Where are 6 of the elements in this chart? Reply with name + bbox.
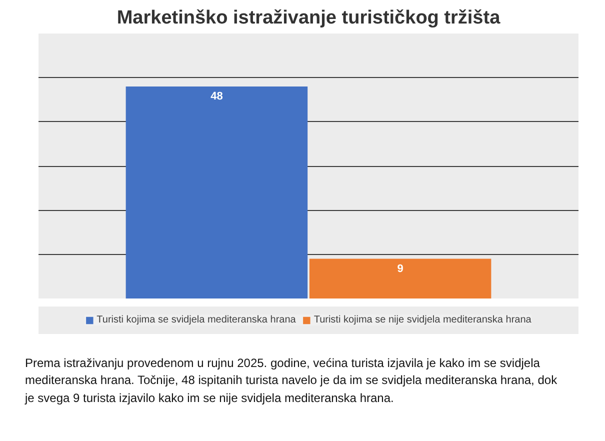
legend-label: Turisti kojima se nije svidjela mediteranska hrana xyxy=(314,314,532,326)
data-label: 48 xyxy=(210,90,223,102)
text: Prema istraživanju provedenom u rujnu 2025. godine, većina turista izjavila je kako im se svidjela mediteranska hrana. Točnije, 48 ispitanih turista navelo je da im se svidjela mediteranska hrana, dok je svega 9 turista izjavilo kako im se nije svidjela mediteranska hrana. xyxy=(25,355,558,407)
data-label: 9 xyxy=(397,262,404,275)
legend-label: Turisti kojima se svidjela mediteranska hrana xyxy=(96,314,296,326)
chart-title: Marketinško istraživanje turističkog tržišta xyxy=(116,8,501,28)
